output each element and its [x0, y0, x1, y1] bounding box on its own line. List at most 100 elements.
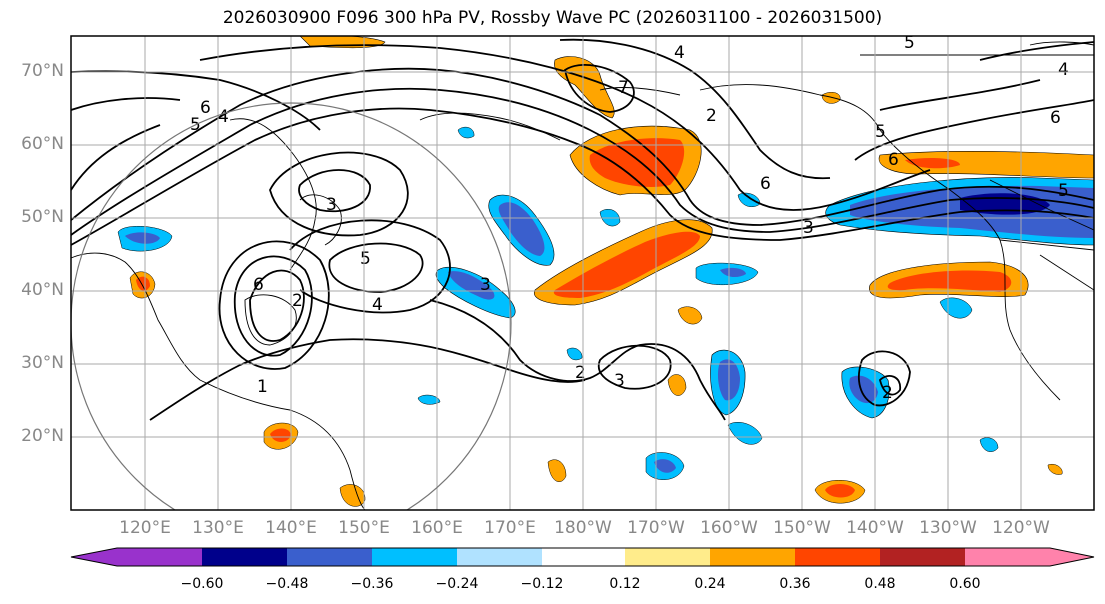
colorbar	[70, 547, 1095, 567]
anomaly-blob	[553, 231, 700, 298]
colorbar-segment	[542, 548, 625, 566]
map-title: 2026030900 F096 300 hPa PV, Rossby Wave …	[222, 8, 883, 28]
contour-labels: 1 2 3 3 4 5 6 2 3 4 5 6 7 3 5 6 4 5 6 2 …	[190, 33, 1069, 403]
lon-label: 170°E	[484, 518, 536, 538]
contour-label: 2	[706, 106, 717, 126]
colorbar-tick-label: 0.12	[609, 576, 641, 592]
lat-label: 50°N	[21, 207, 64, 227]
colorbar-segment	[625, 548, 710, 566]
lon-label: 130°W	[919, 518, 977, 538]
lon-label: 180°W	[554, 518, 612, 538]
contour-label: 4	[372, 295, 383, 315]
lon-label: 120°W	[992, 518, 1050, 538]
lon-label: 150°E	[338, 518, 390, 538]
contour-label: 3	[803, 218, 814, 238]
anomaly-blob	[125, 232, 160, 244]
colorbar-segment	[795, 548, 880, 566]
lat-label: 40°N	[21, 280, 64, 300]
contour-label: 2	[575, 363, 586, 383]
anomaly-blob	[905, 157, 960, 169]
colorbar-segment	[710, 548, 795, 566]
colorbar-segment	[117, 548, 202, 566]
contour-label: 4	[674, 43, 685, 63]
contour-label: 3	[326, 195, 337, 215]
anomaly-blob	[887, 270, 1012, 292]
contour-label: 5	[904, 33, 915, 53]
pv-positive-anomalies	[129, 36, 1094, 507]
anomaly-blob	[939, 297, 973, 319]
lat-label: 60°N	[21, 134, 64, 154]
contour-label: 5	[875, 122, 886, 142]
contour-label: 6	[200, 98, 211, 118]
contour-label: 7	[618, 78, 629, 98]
colorbar-segment	[372, 548, 457, 566]
anomaly-blob	[667, 374, 687, 396]
anomaly-blob	[979, 437, 999, 452]
colorbar-tick-label: 0.60	[949, 576, 981, 592]
anomaly-blob	[654, 459, 676, 473]
anomaly-blob	[878, 150, 1094, 179]
lat-label: 30°N	[21, 353, 64, 373]
lon-label: 160°E	[411, 518, 463, 538]
anomaly-blob	[270, 428, 291, 442]
pv-contours	[71, 38, 1094, 421]
colorbar-extend-low	[71, 548, 117, 566]
colorbar-segment	[880, 548, 965, 566]
lon-label: 140°W	[846, 518, 904, 538]
contour-label: 2	[882, 383, 893, 403]
anomaly-blob	[1047, 464, 1063, 475]
lat-label: 70°N	[21, 61, 64, 81]
colorbar-tick-label: 0.24	[694, 576, 726, 592]
lon-label: 140°E	[265, 518, 317, 538]
lon-label: 130°E	[192, 518, 244, 538]
lon-label: 160°W	[700, 518, 758, 538]
colorbar-tick-label: −0.24	[435, 576, 479, 592]
contour-label: 6	[253, 275, 264, 295]
lat-label: 20°N	[21, 426, 64, 446]
anomaly-blob	[554, 56, 615, 119]
contour-label: 5	[360, 249, 371, 269]
contour-label: 6	[760, 174, 771, 194]
colorbar-tick-label: −0.36	[350, 576, 394, 592]
anomaly-blob	[457, 126, 475, 139]
contour-label: 1	[257, 377, 268, 397]
anomaly-blob	[547, 459, 567, 483]
contour-label: 3	[480, 275, 491, 295]
anomaly-blob	[737, 192, 761, 207]
anomaly-blob	[448, 271, 495, 300]
anomaly-blob	[825, 484, 855, 498]
colorbar-extend-high	[1050, 548, 1094, 566]
colorbar-segment	[202, 548, 287, 566]
lon-label: 150°W	[773, 518, 831, 538]
coastlines	[71, 41, 1094, 510]
contour-label: 4	[218, 107, 229, 127]
anomaly-blob	[727, 422, 763, 445]
graticule	[71, 36, 1094, 510]
contour-label: 3	[614, 371, 625, 391]
contour-label: 4	[1058, 60, 1069, 80]
colorbar-outline	[70, 547, 1095, 567]
lon-label: 120°E	[119, 518, 171, 538]
anomaly-blob	[849, 375, 878, 404]
colorbar-segment	[287, 548, 372, 566]
region-circle	[71, 102, 512, 510]
anomaly-blob	[677, 306, 703, 325]
anomaly-blob	[417, 394, 441, 405]
contour-label: 2	[292, 291, 303, 311]
anomaly-blob	[821, 92, 841, 104]
anomaly-blob	[566, 347, 583, 361]
contour-label: 6	[1050, 108, 1061, 128]
contour-label: 5	[1058, 181, 1069, 201]
colorbar-segment	[457, 548, 542, 566]
colorbar-segment	[965, 548, 1050, 566]
anomaly-blob	[589, 138, 685, 188]
colorbar-tick-label: 0.48	[864, 576, 896, 592]
colorbar-tick-label: −0.48	[265, 576, 309, 592]
lon-label: 170°W	[627, 518, 685, 538]
anomaly-blob	[720, 267, 746, 278]
colorbar-tick-label: 0.36	[779, 576, 811, 592]
anomaly-blob	[339, 484, 366, 507]
contour-label: 6	[888, 150, 899, 170]
colorbar-tick-label: −0.60	[180, 576, 224, 592]
